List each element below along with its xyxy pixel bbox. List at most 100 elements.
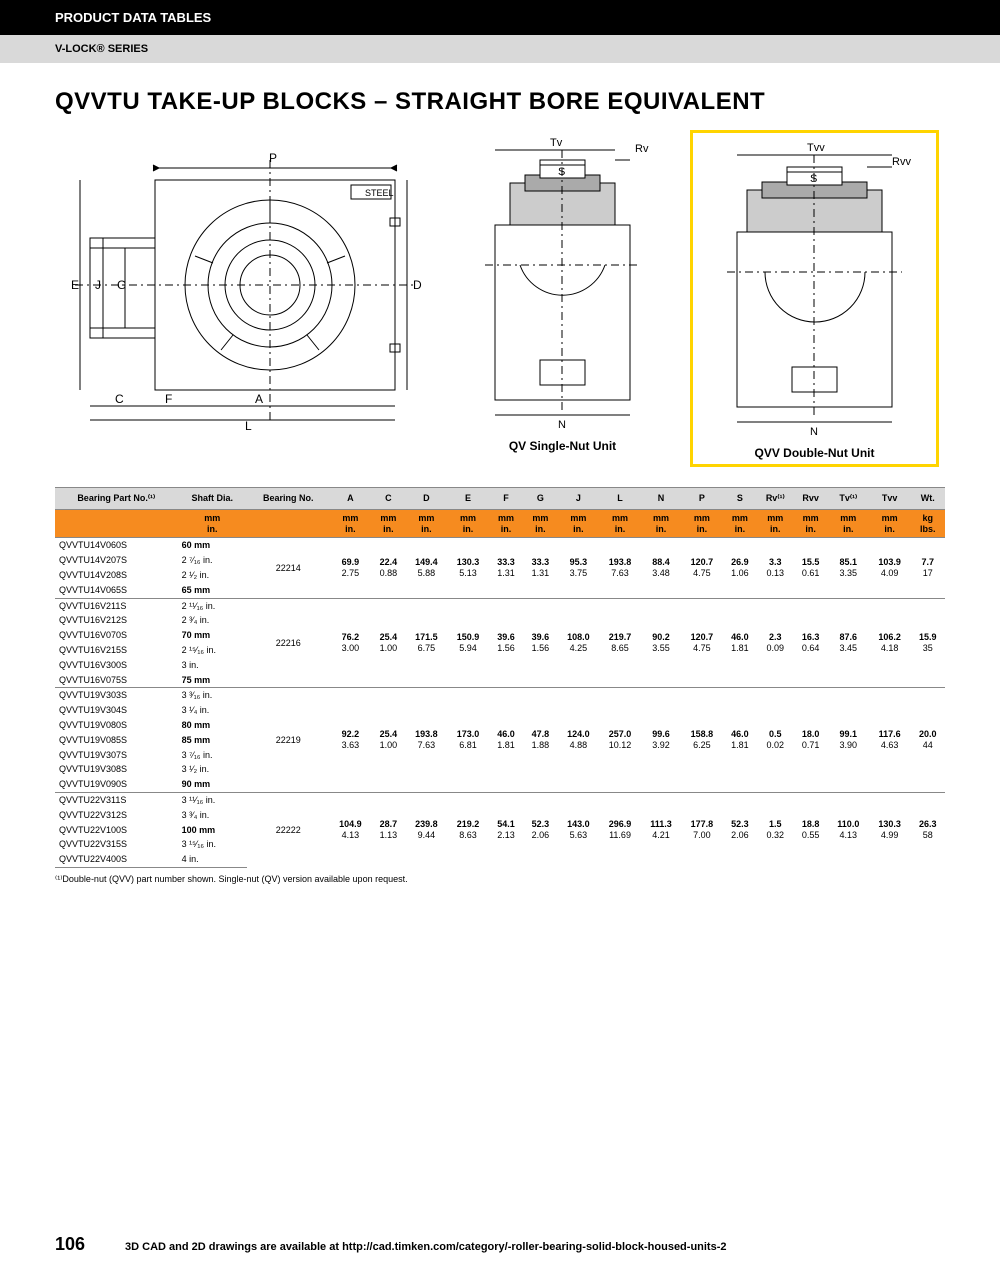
col-label: S — [723, 488, 757, 510]
part-number: QVVTU22V315S — [55, 837, 178, 852]
dim-Tvv: 103.94.09 — [869, 538, 911, 598]
col-label: G — [523, 488, 557, 510]
dim-Tv: 99.13.90 — [828, 688, 869, 793]
dim-N: 90.23.55 — [641, 598, 681, 688]
single-caption: QV Single-Nut Unit — [455, 439, 670, 453]
part-number: QVVTU19V307S — [55, 748, 178, 763]
dim-Wt: 20.044 — [910, 688, 945, 793]
dim-Rv: 3.30.13 — [757, 538, 793, 598]
shaft-dia: 90 mm — [178, 777, 247, 792]
dim-A: 104.94.13 — [330, 792, 372, 867]
col-unit: mmin. — [828, 509, 869, 538]
dim-Rvv: 16.30.64 — [793, 598, 827, 688]
dim-F: 46.01.81 — [489, 688, 523, 793]
part-number: QVVTU19V304S — [55, 703, 178, 718]
shaft-dia: 4 in. — [178, 852, 247, 867]
part-number: QVVTU22V312S — [55, 808, 178, 823]
diagram-single: Tv Rv S N QV Single-Nut Unit — [455, 130, 670, 453]
col-label: F — [489, 488, 523, 510]
footer: 106 3D CAD and 2D drawings are available… — [0, 1234, 1000, 1280]
dim-Wt: 7.717 — [910, 538, 945, 598]
col-unit: kglbs. — [910, 509, 945, 538]
col-unit: mmin. — [523, 509, 557, 538]
dim-D: 149.45.88 — [406, 538, 448, 598]
page-number: 106 — [55, 1234, 85, 1255]
dim-N: 111.34.21 — [641, 792, 681, 867]
col-unit: mmin. — [558, 509, 600, 538]
dim-S: 46.01.81 — [723, 688, 757, 793]
dim-E: 130.35.13 — [447, 538, 489, 598]
col-label: N — [641, 488, 681, 510]
col-label: D — [406, 488, 448, 510]
col-unit: mmin. — [681, 509, 723, 538]
shaft-dia: 2 ¹⁄₂ in. — [178, 568, 247, 583]
diagram-front: P STEEL E J G D C F A L — [55, 130, 435, 433]
dim-S: 52.32.06 — [723, 792, 757, 867]
shaft-dia: 80 mm — [178, 718, 247, 733]
col-label: Rvv — [793, 488, 827, 510]
dim-Rvv: 15.50.61 — [793, 538, 827, 598]
dim-S: 26.91.06 — [723, 538, 757, 598]
data-table: Bearing Part No.⁽¹⁾Shaft Dia.Bearing No.… — [55, 487, 945, 868]
footnote: ⁽¹⁾Double-nut (QVV) part number shown. S… — [55, 874, 945, 885]
footer-text: 3D CAD and 2D drawings are available at … — [125, 1241, 726, 1253]
col-label: J — [558, 488, 600, 510]
dim-J: 95.33.75 — [558, 538, 600, 598]
dim-Wt: 15.935 — [910, 598, 945, 688]
shaft-dia: 3 ¹⁄₄ in. — [178, 703, 247, 718]
col-label: Tv⁽¹⁾ — [828, 488, 869, 510]
part-number: QVVTU19V080S — [55, 718, 178, 733]
dim-Tv: 85.13.35 — [828, 538, 869, 598]
shaft-dia: 3 ¹⁵⁄₁₆ in. — [178, 837, 247, 852]
part-number: QVVTU16V070S — [55, 628, 178, 643]
col-unit: mmin. — [869, 509, 911, 538]
part-number: QVVTU14V065S — [55, 583, 178, 598]
dim-Rv: 0.50.02 — [757, 688, 793, 793]
part-number: QVVTU16V075S — [55, 673, 178, 688]
dim-G: 47.81.88 — [523, 688, 557, 793]
dim-L: 296.911.69 — [599, 792, 641, 867]
col-label: Tvv — [869, 488, 911, 510]
dim-D: 239.89.44 — [406, 792, 448, 867]
part-number: QVVTU16V211S — [55, 598, 178, 613]
part-number: QVVTU22V400S — [55, 852, 178, 867]
part-number: QVVTU19V303S — [55, 688, 178, 703]
col-label: Bearing Part No.⁽¹⁾ — [55, 488, 178, 510]
col-label: L — [599, 488, 641, 510]
col-unit: mmin. — [757, 509, 793, 538]
svg-text:N: N — [810, 426, 818, 437]
dim-P: 158.86.25 — [681, 688, 723, 793]
svg-text:A: A — [255, 392, 263, 406]
part-number: QVVTU16V300S — [55, 658, 178, 673]
dim-G: 52.32.06 — [523, 792, 557, 867]
shaft-dia: 100 mm — [178, 823, 247, 838]
dim-L: 257.010.12 — [599, 688, 641, 793]
bearing-no: 22222 — [247, 792, 330, 867]
shaft-dia: 3 ³⁄₁₆ in. — [178, 688, 247, 703]
dim-N: 88.43.48 — [641, 538, 681, 598]
part-number: QVVTU14V208S — [55, 568, 178, 583]
shaft-dia: 2 ⁷⁄₁₆ in. — [178, 553, 247, 568]
bearing-no: 22214 — [247, 538, 330, 598]
col-unit: mmin. — [406, 509, 448, 538]
part-number: QVVTU22V311S — [55, 792, 178, 807]
col-unit: mmin. — [371, 509, 405, 538]
dim-J: 124.04.88 — [558, 688, 600, 793]
svg-text:D: D — [413, 278, 422, 292]
dim-E: 173.06.81 — [447, 688, 489, 793]
dim-Wt: 26.358 — [910, 792, 945, 867]
svg-text:N: N — [558, 419, 566, 430]
dim-Tv: 87.63.45 — [828, 598, 869, 688]
svg-text:Rv: Rv — [635, 143, 649, 155]
bearing-no: 22219 — [247, 688, 330, 793]
dim-Rvv: 18.00.71 — [793, 688, 827, 793]
dim-Tvv: 106.24.18 — [869, 598, 911, 688]
shaft-dia: 85 mm — [178, 733, 247, 748]
dim-G: 39.61.56 — [523, 598, 557, 688]
dim-J: 143.05.63 — [558, 792, 600, 867]
svg-text:S: S — [810, 173, 817, 185]
series-label: V-LOCK® SERIES — [55, 43, 148, 55]
dim-P: 120.74.75 — [681, 538, 723, 598]
dim-A: 76.23.00 — [330, 598, 372, 688]
dim-D: 193.87.63 — [406, 688, 448, 793]
